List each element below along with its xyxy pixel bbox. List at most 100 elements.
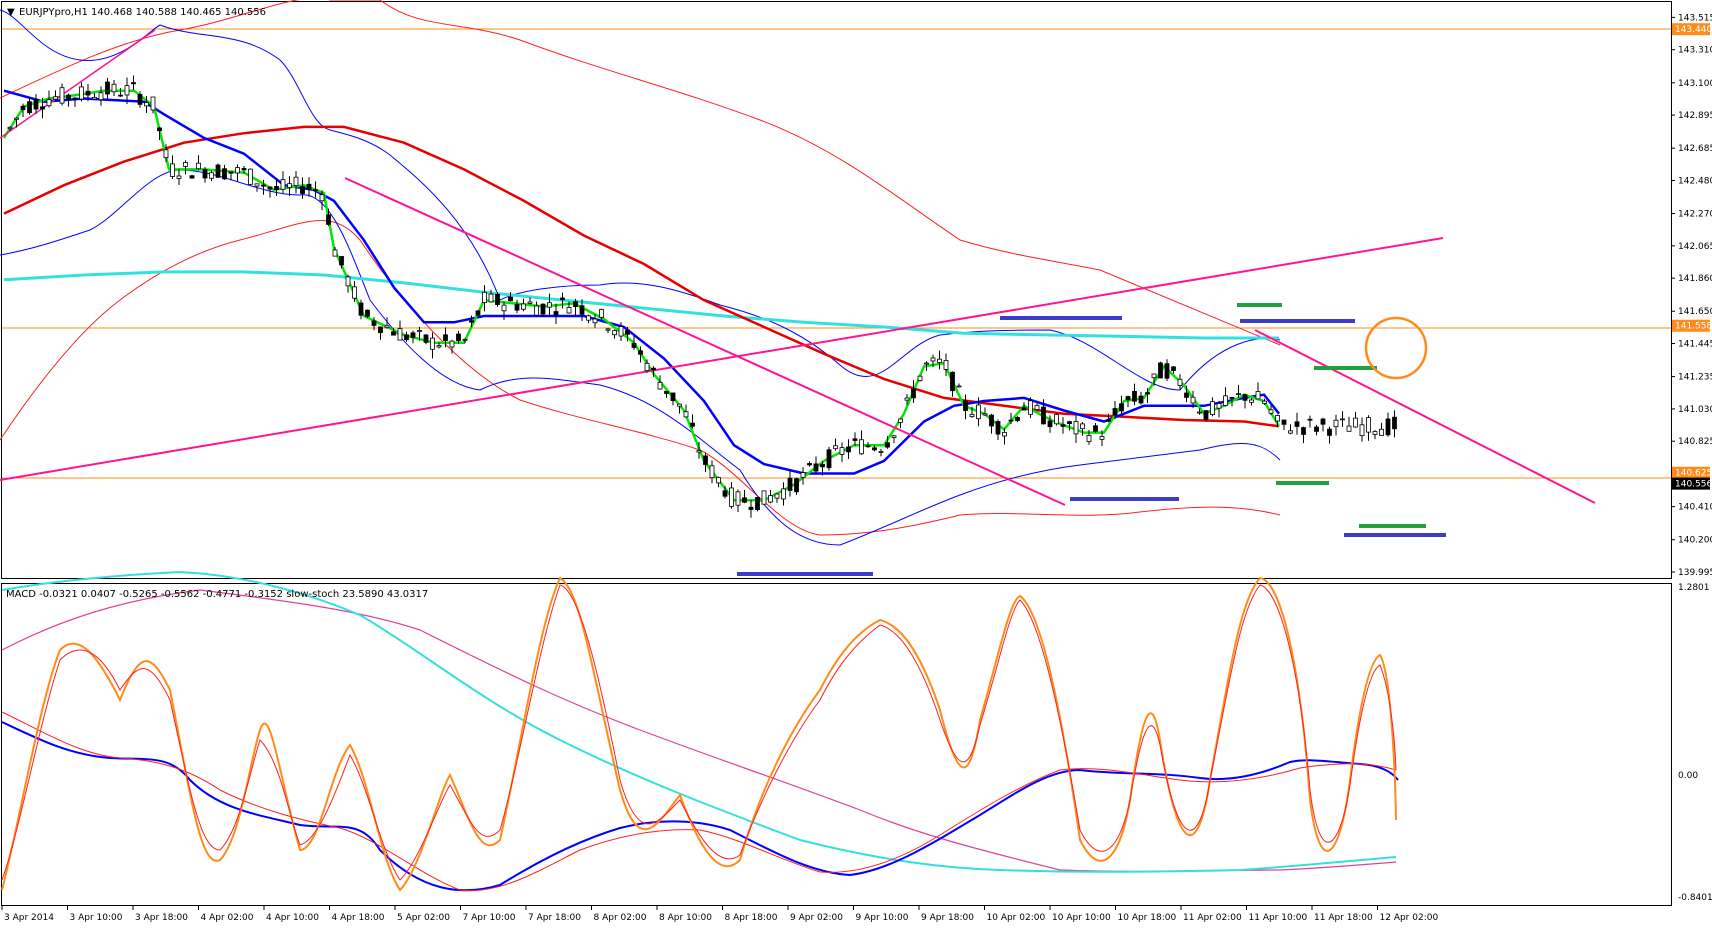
candle-body: [826, 449, 832, 469]
candle-body: [794, 478, 799, 493]
price-tag-label: 143.440: [1675, 25, 1712, 35]
candle-body: [176, 175, 182, 179]
candle-body: [1359, 424, 1365, 437]
band-inner-lower: [0, 169, 1281, 546]
ma-mid-line: [3, 89, 1280, 475]
candle-body: [917, 375, 923, 382]
candle-body: [46, 99, 52, 107]
candle-body: [677, 403, 682, 407]
trendline-falling-right: [1254, 329, 1596, 504]
candle-body: [92, 96, 97, 100]
candle-body: [371, 320, 377, 326]
y-tick-label: 142.270: [1678, 210, 1712, 220]
candle-body: [241, 168, 247, 171]
y-tick-label: 141.860: [1678, 274, 1712, 284]
candle-body: [1073, 421, 1079, 435]
svg-text:▼: ▼: [7, 7, 15, 18]
y-tick-label: 141.650: [1678, 307, 1712, 317]
candle-body: [1392, 416, 1397, 430]
candle-body: [1119, 403, 1124, 412]
y-tick-label: 140.410: [1678, 503, 1712, 513]
time-axis: 3 Apr 2014 3 Apr 10:00 3 Apr 18:00 4 Apr 02…: [1, 906, 1439, 923]
candle-body: [1171, 366, 1176, 371]
candle-body: [1164, 363, 1170, 379]
candle-body: [709, 465, 715, 479]
candle-body: [696, 450, 702, 453]
candle-body: [534, 305, 539, 316]
candle-body: [1262, 400, 1267, 404]
candle-body: [410, 332, 416, 338]
candle-body: [995, 421, 1001, 435]
candle-body: [1333, 419, 1339, 428]
sub-y-tick-label: 0.00: [1678, 771, 1698, 781]
price-tag-label: 141.558: [1675, 322, 1712, 332]
candle-body: [748, 506, 754, 510]
candle-body: [482, 291, 487, 303]
candle-body: [397, 328, 403, 341]
x-tick-label: 3 Apr 2014: [4, 913, 54, 923]
main-header: EURJPYpro,H1 140.468 140.588 140.465 140…: [19, 7, 266, 18]
candle-body: [248, 168, 253, 185]
x-tick-label: 11 Apr 18:00: [1314, 913, 1373, 923]
candle-body: [1008, 419, 1014, 422]
candle-body: [755, 496, 760, 511]
candle-body: [66, 94, 71, 100]
candle-body: [33, 98, 39, 110]
candle-body: [1366, 417, 1371, 433]
x-tick-label: 7 Apr 18:00: [528, 913, 581, 923]
candle-body: [950, 371, 955, 392]
candle-body: [1223, 395, 1228, 406]
candle-body: [131, 82, 136, 85]
candle-body: [982, 413, 988, 416]
candle-body: [560, 297, 565, 301]
candle-body: [839, 447, 845, 455]
candle-body: [365, 309, 370, 317]
candle-body: [1028, 400, 1033, 415]
candle-body: [833, 445, 838, 450]
candle-body: [196, 162, 201, 170]
trendline-upper-left: [0, 29, 156, 139]
candle-body: [781, 488, 786, 500]
candle-body: [267, 186, 273, 190]
candle-body: [1294, 421, 1300, 427]
candle-body: [670, 392, 676, 402]
candle-body: [904, 397, 910, 401]
candle-body: [124, 85, 130, 96]
stoch-main: [1, 576, 1397, 892]
candle-body: [183, 162, 188, 167]
candle-body: [53, 96, 58, 100]
candle-body: [1268, 409, 1274, 414]
candle-body: [878, 451, 884, 453]
candle-body: [1314, 426, 1319, 432]
candle-body: [1385, 418, 1391, 436]
candle-body: [1145, 392, 1150, 395]
candle-body: [1190, 396, 1196, 404]
y-tick-label: 142.065: [1678, 242, 1712, 252]
candle-body: [1099, 435, 1105, 440]
candle-body: [820, 463, 825, 468]
candle-body: [118, 94, 123, 97]
candle-body: [280, 179, 286, 190]
candle-body: [599, 309, 604, 318]
candle-body: [872, 447, 877, 451]
candle-body: [521, 303, 526, 310]
candle-body: [690, 422, 695, 427]
candle-body: [651, 367, 656, 371]
x-tick-label: 7 Apr 10:00: [463, 913, 516, 923]
highlight-circle: [1364, 316, 1428, 380]
candle-body: [963, 400, 968, 411]
candle-body: [1138, 395, 1144, 404]
candle-body: [306, 183, 312, 190]
candle-body: [865, 445, 871, 448]
candle-body: [1242, 394, 1248, 401]
x-tick-label: 8 Apr 18:00: [725, 913, 778, 923]
y-tick-label: 143.100: [1678, 79, 1712, 89]
candle-body: [924, 362, 929, 365]
candle-body: [150, 96, 156, 111]
candle-body: [202, 169, 208, 179]
candle-body: [547, 302, 552, 308]
candle-body: [319, 194, 325, 202]
candle-body: [1015, 416, 1020, 421]
x-tick-label: 12 Apr 02:00: [1380, 913, 1439, 923]
candle-body: [885, 442, 890, 448]
